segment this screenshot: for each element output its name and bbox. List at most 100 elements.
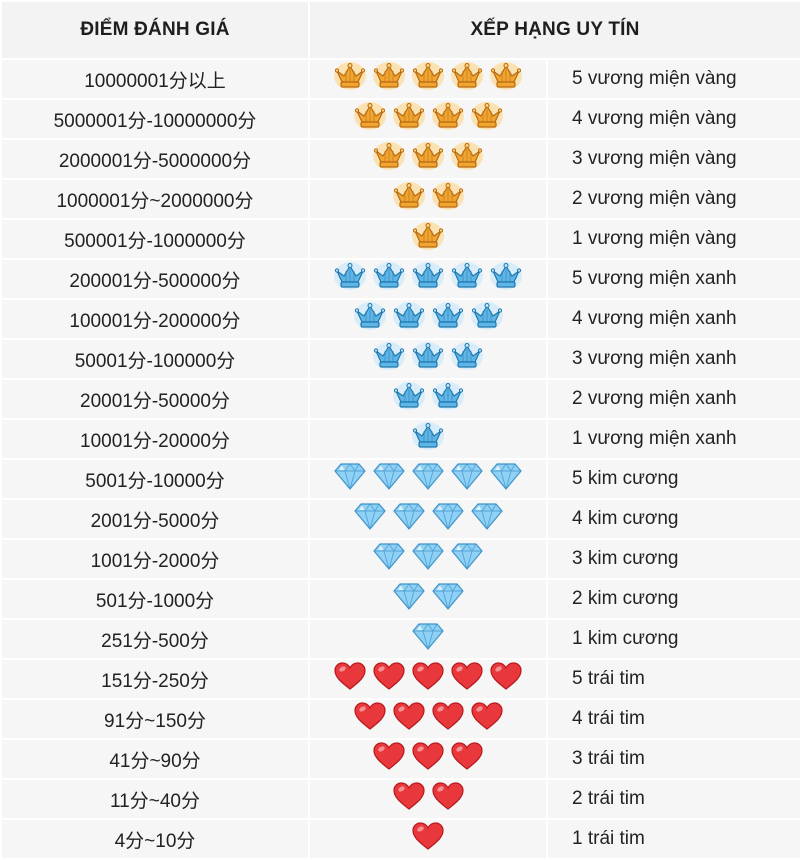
score-range: 2000001分-5000000分 — [2, 140, 308, 178]
rank-icon-group — [410, 620, 446, 652]
rank-icons — [310, 220, 546, 258]
rank-label: 4 vương miện xanh — [548, 300, 800, 338]
rank-icons — [310, 60, 546, 98]
table-row: 1000001分~2000000分 2 vương miện vàng — [2, 180, 800, 218]
score-range: 50001分-100000分 — [2, 340, 308, 378]
rank-icon-group — [371, 540, 485, 572]
diamond-icon — [410, 620, 446, 652]
rank-icon-group — [332, 260, 524, 292]
rank-icon-group — [410, 820, 446, 852]
diamond-icon — [371, 540, 407, 572]
blue-crown-icon — [430, 380, 466, 412]
rank-label: 4 vương miện vàng — [548, 100, 800, 138]
heart-icon — [410, 660, 446, 692]
gold-crown-icon — [371, 60, 407, 92]
heart-icon — [449, 740, 485, 772]
rank-label: 1 kim cương — [548, 620, 800, 658]
table-header-row: ĐIỂM ĐÁNH GIÁ XẾP HẠNG UY TÍN — [2, 2, 800, 58]
rank-icons — [310, 620, 546, 658]
blue-crown-icon — [391, 380, 427, 412]
blue-crown-icon — [469, 300, 505, 332]
heart-icon — [430, 780, 466, 812]
table-row: 41分~90分 3 trái tim — [2, 740, 800, 778]
table-row: 91分~150分 4 trái tim — [2, 700, 800, 738]
heart-icon — [488, 660, 524, 692]
table-row: 20001分-50000分 2 vương miện xanh — [2, 380, 800, 418]
table-row: 5001分-10000分 5 kim cương — [2, 460, 800, 498]
gold-crown-icon — [332, 60, 368, 92]
rank-icons — [310, 340, 546, 378]
table-row: 200001分-500000分 5 vương miện xanh — [2, 260, 800, 298]
rank-icons — [310, 700, 546, 738]
score-range: 500001分-1000000分 — [2, 220, 308, 258]
table-row: 10000001分以上 5 vương miện vàng — [2, 60, 800, 98]
blue-crown-icon — [410, 420, 446, 452]
table-row: 251分-500分 1 kim cương — [2, 620, 800, 658]
rank-icon-group — [391, 180, 466, 212]
diamond-icon — [410, 540, 446, 572]
score-range: 5000001分-10000000分 — [2, 100, 308, 138]
diamond-icon — [332, 460, 368, 492]
blue-crown-icon — [430, 300, 466, 332]
score-range: 5001分-10000分 — [2, 460, 308, 498]
table-row: 500001分-1000000分 1 vương miện vàng — [2, 220, 800, 258]
rank-label: 3 kim cương — [548, 540, 800, 578]
rank-icons — [310, 460, 546, 498]
rank-icons — [310, 580, 546, 618]
score-range: 91分~150分 — [2, 700, 308, 738]
rank-icons — [310, 100, 546, 138]
table-row: 1001分-2000分 3 kim cương — [2, 540, 800, 578]
rank-label: 3 vương miện vàng — [548, 140, 800, 178]
score-range: 1001分-2000分 — [2, 540, 308, 578]
rank-icons — [310, 540, 546, 578]
table-row: 2000001分-5000000分 3 vương miện vàng — [2, 140, 800, 178]
rank-icons — [310, 380, 546, 418]
rank-icon-group — [371, 340, 485, 372]
gold-crown-icon — [371, 140, 407, 172]
rank-label: 2 vương miện vàng — [548, 180, 800, 218]
rank-icon-group — [332, 60, 524, 92]
gold-crown-icon — [469, 100, 505, 132]
table-row: 11分~40分 2 trái tim — [2, 780, 800, 818]
blue-crown-icon — [391, 300, 427, 332]
table-row: 4分~10分 1 trái tim — [2, 820, 800, 858]
rank-icons — [310, 500, 546, 538]
rank-icon-group — [391, 380, 466, 412]
score-range: 4分~10分 — [2, 820, 308, 858]
rank-icons — [310, 140, 546, 178]
score-range: 2001分-5000分 — [2, 500, 308, 538]
blue-crown-icon — [332, 260, 368, 292]
score-range: 200001分-500000分 — [2, 260, 308, 298]
rank-icon-group — [352, 500, 505, 532]
heart-icon — [430, 700, 466, 732]
rank-icon-group — [391, 580, 466, 612]
diamond-icon — [430, 500, 466, 532]
diamond-icon — [449, 540, 485, 572]
score-range: 10001分-20000分 — [2, 420, 308, 458]
gold-crown-icon — [352, 100, 388, 132]
rank-icons — [310, 820, 546, 858]
table-row: 100001分-200000分 4 vương miện xanh — [2, 300, 800, 338]
heart-icon — [391, 700, 427, 732]
diamond-icon — [430, 580, 466, 612]
diamond-icon — [469, 500, 505, 532]
rank-icons — [310, 180, 546, 218]
table-row: 5000001分-10000000分 4 vương miện vàng — [2, 100, 800, 138]
gold-crown-icon — [449, 140, 485, 172]
score-column-header: ĐIỂM ĐÁNH GIÁ — [2, 2, 308, 58]
heart-icon — [332, 660, 368, 692]
gold-crown-icon — [488, 60, 524, 92]
rank-label: 5 trái tim — [548, 660, 800, 698]
table-row: 501分-1000分 2 kim cương — [2, 580, 800, 618]
heart-icon — [352, 700, 388, 732]
rank-label: 1 vương miện xanh — [548, 420, 800, 458]
table-row: 50001分-100000分 3 vương miện xanh — [2, 340, 800, 378]
heart-icon — [469, 700, 505, 732]
rank-icon-group — [391, 780, 466, 812]
rank-icon-group — [332, 660, 524, 692]
diamond-icon — [449, 460, 485, 492]
blue-crown-icon — [371, 260, 407, 292]
rank-label: 1 trái tim — [548, 820, 800, 858]
rank-label: 3 vương miện xanh — [548, 340, 800, 378]
